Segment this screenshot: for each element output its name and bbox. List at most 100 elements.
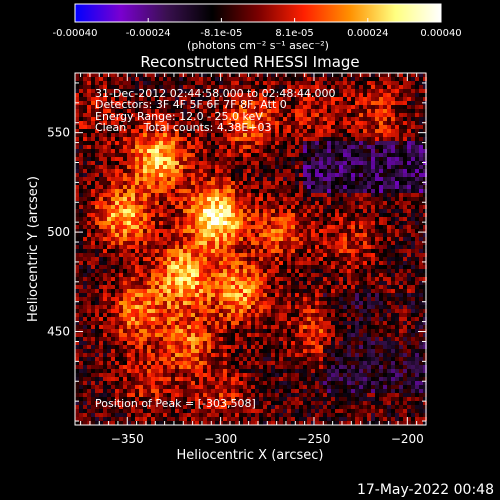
heatmap-cell [147,153,151,157]
heatmap-cell [363,81,367,85]
heatmap-cell [199,265,203,269]
heatmap-cell [151,209,155,213]
heatmap-cell [271,289,275,293]
heatmap-cell [159,149,163,153]
heatmap-cell [295,253,299,257]
heatmap-cell [131,265,135,269]
heatmap-cell [243,217,247,221]
heatmap-cell [423,289,427,293]
heatmap-cell [367,281,371,285]
heatmap-cell [187,233,191,237]
heatmap-cell [299,281,303,285]
heatmap-cell [107,133,111,137]
heatmap-cell [247,209,251,213]
heatmap-cell [183,277,187,281]
heatmap-cell [283,137,287,141]
heatmap-cell [75,149,79,153]
heatmap-cell [339,265,343,269]
heatmap-cell [119,105,123,109]
heatmap-cell [335,101,339,105]
heatmap-cell [411,105,415,109]
heatmap-cell [175,101,179,105]
heatmap-cell [199,181,203,185]
heatmap-cell [367,273,371,277]
heatmap-cell [191,193,195,197]
heatmap-cell [183,197,187,201]
heatmap-cell [103,173,107,177]
heatmap-cell [139,249,143,253]
heatmap-cell [195,273,199,277]
heatmap-cell [371,277,375,281]
heatmap-cell [335,261,339,265]
heatmap-cell [111,233,115,237]
heatmap-cell [139,165,143,169]
heatmap-cell [171,97,175,101]
heatmap-cell [311,217,315,221]
heatmap-cell [123,161,127,165]
heatmap-cell [199,273,203,277]
heatmap-cell [363,237,367,241]
heatmap-cell [147,177,151,181]
heatmap-cell [299,89,303,93]
heatmap-cell [103,141,107,145]
heatmap-cell [323,97,327,101]
heatmap-cell [115,145,119,149]
heatmap-cell [119,81,123,85]
heatmap-cell [131,81,135,85]
heatmap-cell [303,161,307,165]
heatmap-cell [299,109,303,113]
heatmap-cell [199,297,203,301]
heatmap-cell [139,85,143,89]
heatmap-cell [407,169,411,173]
heatmap-cell [299,261,303,265]
heatmap-cell [295,261,299,265]
heatmap-cell [267,241,271,245]
heatmap-cell [347,197,351,201]
heatmap-cell [127,269,131,273]
heatmap-cell [311,85,315,89]
heatmap-cell [283,265,287,269]
heatmap-cell [323,245,327,249]
heatmap-cell [131,181,135,185]
heatmap-cell [419,209,423,213]
heatmap-cell [419,173,423,177]
heatmap-cell [219,169,223,173]
heatmap-cell [363,85,367,89]
heatmap-cell [303,205,307,209]
heatmap-cell [283,157,287,161]
heatmap-cell [187,217,191,221]
heatmap-cell [115,101,119,105]
heatmap-cell [319,229,323,233]
heatmap-cell [355,89,359,93]
heatmap-cell [123,173,127,177]
heatmap-cell [391,221,395,225]
heatmap-cell [147,121,151,125]
heatmap-cell [327,137,331,141]
heatmap-cell [207,241,211,245]
heatmap-cell [299,165,303,169]
heatmap-cell [259,149,263,153]
heatmap-cell [339,97,343,101]
heatmap-cell [211,105,215,109]
heatmap-cell [127,97,131,101]
heatmap-cell [291,193,295,197]
heatmap-cell [111,229,115,233]
heatmap-cell [123,141,127,145]
heatmap-cell [139,225,143,229]
heatmap-cell [395,237,399,241]
heatmap-cell [403,277,407,281]
heatmap-cell [127,137,131,141]
heatmap-cell [323,285,327,289]
heatmap-cell [171,77,175,81]
heatmap-cell [99,169,103,173]
heatmap-cell [91,105,95,109]
heatmap-cell [87,257,91,261]
heatmap-cell [323,137,327,141]
heatmap-cell [339,217,343,221]
heatmap-cell [127,253,131,257]
heatmap-cell [187,285,191,289]
heatmap-cell [147,89,151,93]
heatmap-cell [91,273,95,277]
heatmap-cell [255,137,259,141]
heatmap-cell [99,121,103,125]
